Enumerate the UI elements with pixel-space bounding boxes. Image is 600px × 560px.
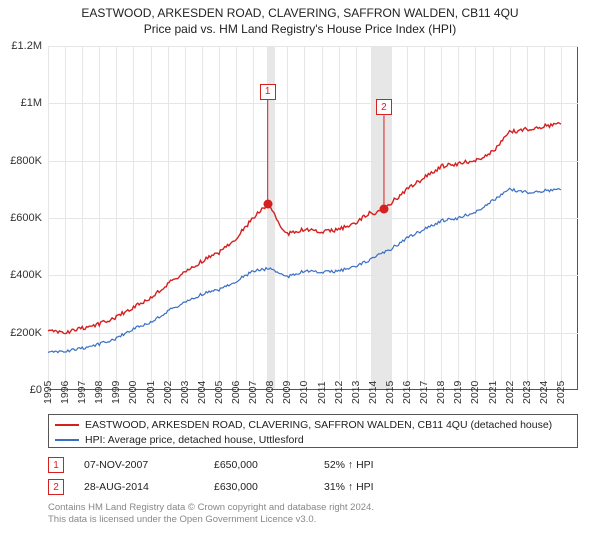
y-tick-label: £0 [30, 384, 42, 396]
transaction-diff: 52% ↑ HPI [324, 459, 444, 471]
legend-item: EASTWOOD, ARKESDEN ROAD, CLAVERING, SAFF… [55, 417, 571, 432]
transaction-date: 07-NOV-2007 [84, 459, 194, 471]
transaction-marker-box: 1 [260, 84, 276, 100]
legend-label: EASTWOOD, ARKESDEN ROAD, CLAVERING, SAFF… [85, 419, 552, 431]
title-main: EASTWOOD, ARKESDEN ROAD, CLAVERING, SAFF… [0, 6, 600, 22]
chart-plot-area: £0£200K£400K£600K£800K£1M£1.2M1995199619… [48, 46, 578, 390]
transaction-price: £630,000 [214, 481, 304, 493]
x-tick-label: 2014 [367, 381, 379, 404]
transaction-index-box: 1 [48, 457, 64, 473]
license-line-2: This data is licensed under the Open Gov… [48, 514, 578, 526]
x-tick-label: 2017 [418, 381, 430, 404]
x-tick-label: 2004 [196, 381, 208, 404]
x-tick-label: 2021 [487, 381, 499, 404]
transaction-date: 28-AUG-2014 [84, 481, 194, 493]
x-tick-label: 2019 [452, 381, 464, 404]
x-tick-label: 2005 [213, 381, 225, 404]
legend: EASTWOOD, ARKESDEN ROAD, CLAVERING, SAFF… [48, 414, 578, 448]
chart-container: EASTWOOD, ARKESDEN ROAD, CLAVERING, SAFF… [0, 0, 600, 560]
x-tick-label: 2020 [469, 381, 481, 404]
y-tick-label: £1M [21, 97, 42, 109]
x-tick-label: 1995 [42, 381, 54, 404]
titles: EASTWOOD, ARKESDEN ROAD, CLAVERING, SAFF… [0, 0, 600, 37]
x-tick-label: 2022 [504, 381, 516, 404]
x-tick-label: 2008 [264, 381, 276, 404]
legend-swatch [55, 424, 79, 426]
x-tick-label: 2007 [247, 381, 259, 404]
transaction-index-box: 2 [48, 479, 64, 495]
transaction-marker-dot [379, 205, 388, 214]
y-tick-label: £600K [10, 212, 42, 224]
x-tick-label: 1999 [110, 381, 122, 404]
title-sub: Price paid vs. HM Land Registry's House … [0, 22, 600, 38]
x-tick-label: 1997 [76, 381, 88, 404]
x-tick-label: 2006 [230, 381, 242, 404]
x-tick-label: 2025 [555, 381, 567, 404]
license-line-1: Contains HM Land Registry data © Crown c… [48, 502, 578, 514]
y-tick-label: £800K [10, 155, 42, 167]
legend-label: HPI: Average price, detached house, Uttl… [85, 434, 304, 446]
x-tick-label: 2010 [298, 381, 310, 404]
x-tick-label: 2016 [401, 381, 413, 404]
transaction-price: £650,000 [214, 459, 304, 471]
x-tick-label: 2003 [179, 381, 191, 404]
transaction-marker-dot [263, 199, 272, 208]
x-tick-label: 1996 [59, 381, 71, 404]
series-line [48, 188, 561, 352]
x-tick-label: 2018 [435, 381, 447, 404]
x-tick-label: 2011 [316, 381, 328, 404]
legend-swatch [55, 439, 79, 441]
series-svg [48, 46, 578, 390]
transaction-marker-box: 2 [376, 99, 392, 115]
transaction-row: 1 07-NOV-2007 £650,000 52% ↑ HPI [48, 454, 578, 476]
x-tick-label: 2001 [145, 381, 157, 404]
legend-item: HPI: Average price, detached house, Uttl… [55, 432, 571, 447]
x-tick-label: 2015 [384, 381, 396, 404]
x-tick-label: 2024 [538, 381, 550, 404]
transaction-diff: 31% ↑ HPI [324, 481, 444, 493]
y-tick-label: £1.2M [11, 40, 42, 52]
x-tick-label: 2023 [521, 381, 533, 404]
x-tick-label: 2009 [281, 381, 293, 404]
y-tick-label: £400K [10, 269, 42, 281]
transaction-row: 2 28-AUG-2014 £630,000 31% ↑ HPI [48, 476, 578, 498]
transactions-table: 1 07-NOV-2007 £650,000 52% ↑ HPI 2 28-AUG-201… [48, 454, 578, 498]
x-tick-label: 2012 [333, 381, 345, 404]
x-tick-label: 2000 [127, 381, 139, 404]
x-tick-label: 2013 [350, 381, 362, 404]
x-tick-label: 1998 [93, 381, 105, 404]
license-text: Contains HM Land Registry data © Crown c… [48, 502, 578, 527]
series-line [48, 123, 561, 334]
y-tick-label: £200K [10, 327, 42, 339]
x-tick-label: 2002 [162, 381, 174, 404]
